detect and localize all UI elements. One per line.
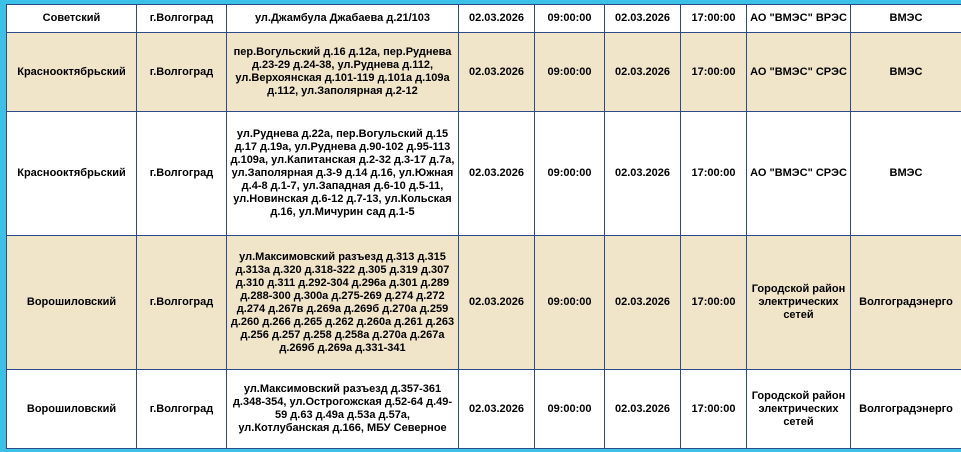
- cell-network: Волгоградэнерго: [850, 235, 961, 370]
- cell-organization: АО "ВМЭС" СРЭС: [746, 111, 851, 236]
- cell-start-date: 02.03.2026: [458, 235, 535, 370]
- cell-district: Советский: [6, 4, 137, 33]
- table-body: Советский г.Волгоград ул.Джамбула Джабае…: [6, 4, 961, 449]
- cell-city: г.Волгоград: [136, 111, 227, 236]
- cell-network: ВМЭС: [850, 32, 961, 112]
- cell-start-date: 02.03.2026: [458, 369, 535, 449]
- table-row: Краснооктябрьский г.Волгоград пер.Вогуль…: [6, 32, 961, 112]
- cell-end-date: 02.03.2026: [604, 111, 681, 236]
- cell-end-time: 17:00:00: [680, 4, 747, 33]
- cell-start-time: 09:00:00: [534, 32, 605, 112]
- cell-end-time: 17:00:00: [680, 369, 747, 449]
- cell-organization: Городской район электрических сетей: [746, 369, 851, 449]
- cell-organization: АО "ВМЭС" ВРЭС: [746, 4, 851, 33]
- cell-network: ВМЭС: [850, 111, 961, 236]
- table-row: Ворошиловский г.Волгоград ул.Максимовски…: [6, 369, 961, 449]
- cell-start-date: 02.03.2026: [458, 32, 535, 112]
- outage-table: Советский г.Волгоград ул.Джамбула Джабае…: [6, 4, 961, 449]
- cell-city: г.Волгоград: [136, 369, 227, 449]
- cell-city: г.Волгоград: [136, 32, 227, 112]
- cell-start-time: 09:00:00: [534, 369, 605, 449]
- cell-start-date: 02.03.2026: [458, 4, 535, 33]
- cell-organization: АО "ВМЭС" СРЭС: [746, 32, 851, 112]
- cell-end-time: 17:00:00: [680, 111, 747, 236]
- cell-end-time: 17:00:00: [680, 235, 747, 370]
- cell-addresses: ул.Максимовский разъезд д.357-361 д.348-…: [226, 369, 459, 449]
- cell-addresses: ул.Джамбула Джабаева д.21/103: [226, 4, 459, 33]
- cell-addresses: ул.Руднева д.22а, пер.Вогульский д.15 д.…: [226, 111, 459, 236]
- cell-end-date: 02.03.2026: [604, 4, 681, 33]
- cell-end-date: 02.03.2026: [604, 369, 681, 449]
- cell-district: Краснооктябрьский: [6, 111, 137, 236]
- cell-district: Ворошиловский: [6, 369, 137, 449]
- cell-organization: Городской район электрических сетей: [746, 235, 851, 370]
- cell-district: Краснооктябрьский: [6, 32, 137, 112]
- cell-end-date: 02.03.2026: [604, 32, 681, 112]
- cell-start-date: 02.03.2026: [458, 111, 535, 236]
- cell-end-date: 02.03.2026: [604, 235, 681, 370]
- cell-start-time: 09:00:00: [534, 111, 605, 236]
- cell-start-time: 09:00:00: [534, 4, 605, 33]
- cell-district: Ворошиловский: [6, 235, 137, 370]
- cell-city: г.Волгоград: [136, 235, 227, 370]
- cell-network: Волгоградэнерго: [850, 369, 961, 449]
- table-row: Советский г.Волгоград ул.Джамбула Джабае…: [6, 4, 961, 33]
- cell-start-time: 09:00:00: [534, 235, 605, 370]
- cell-end-time: 17:00:00: [680, 32, 747, 112]
- cell-addresses: ул.Максимовский разъезд д.313 д.315 д.31…: [226, 235, 459, 370]
- table-row: Ворошиловский г.Волгоград ул.Максимовски…: [6, 235, 961, 370]
- cell-addresses: пер.Вогульский д.16 д.12а, пер.Руднева д…: [226, 32, 459, 112]
- table-row: Краснооктябрьский г.Волгоград ул.Руднева…: [6, 111, 961, 236]
- cell-city: г.Волгоград: [136, 4, 227, 33]
- cell-network: ВМЭС: [850, 4, 961, 33]
